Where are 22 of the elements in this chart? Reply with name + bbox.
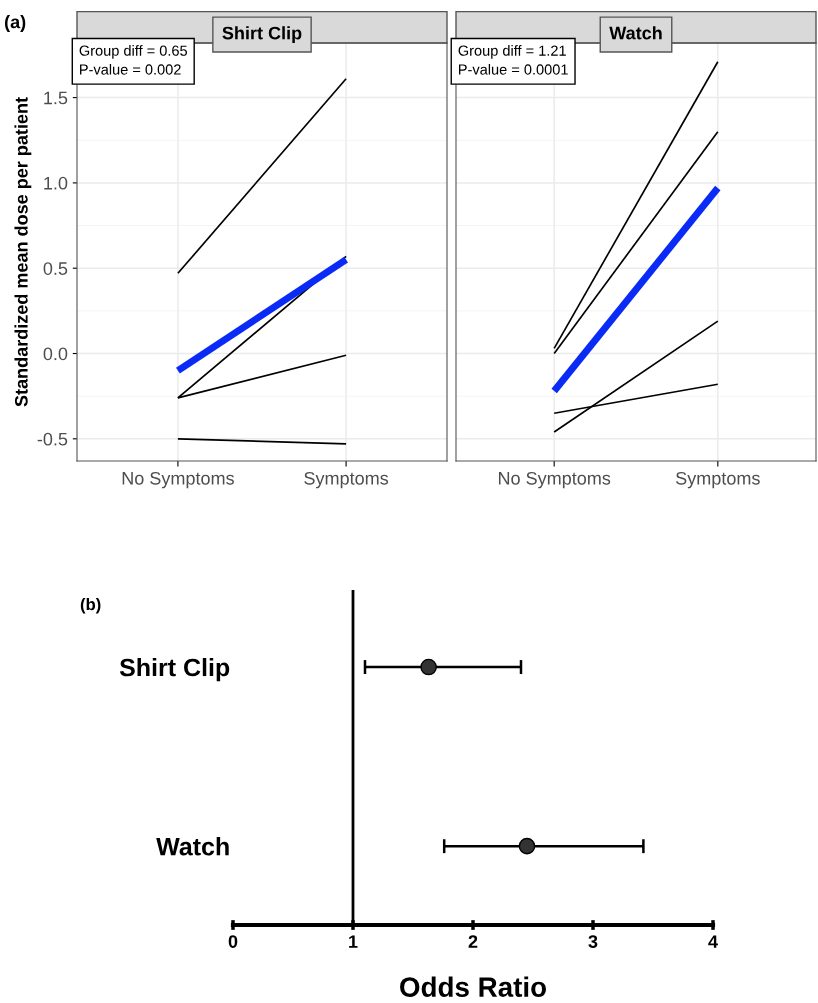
x-tick-label: 1 bbox=[349, 935, 358, 948]
x-tick-label: 3 bbox=[588, 935, 598, 949]
annotation: Group diff = 0.65 P-value = 0.002 bbox=[79, 45, 188, 75]
x-tick-label: 0 bbox=[228, 935, 238, 948]
x-tick-label: 4 bbox=[708, 935, 718, 948]
chart-title: Watch bbox=[609, 26, 662, 40]
x-tick-label: 2 bbox=[468, 935, 478, 948]
y-tick-label: 0.0 bbox=[43, 347, 68, 361]
y-tick-label: 0.5 bbox=[43, 262, 68, 275]
y-tick-label: 1.0 bbox=[44, 176, 68, 190]
annotation: Group diff = 1.21 P-value = 0.0001 bbox=[458, 45, 568, 75]
y-tick-label: 1.5 bbox=[44, 91, 68, 105]
x-tick-label: Symptoms bbox=[676, 471, 760, 489]
x-axis-title: Odds Ratio bbox=[400, 976, 546, 997]
y-tick-label: -0.5 bbox=[37, 432, 68, 446]
x-tick-label: No Symptoms bbox=[122, 471, 234, 489]
text: (b) bbox=[80, 598, 101, 614]
y-axis-title: Standardized mean dose per patient bbox=[14, 97, 32, 407]
x-tick-label: No Symptoms bbox=[498, 471, 611, 489]
text: (a) bbox=[4, 15, 26, 32]
x-tick-label: Symptoms bbox=[304, 471, 389, 489]
chart-title: Shirt Clip bbox=[222, 26, 302, 43]
